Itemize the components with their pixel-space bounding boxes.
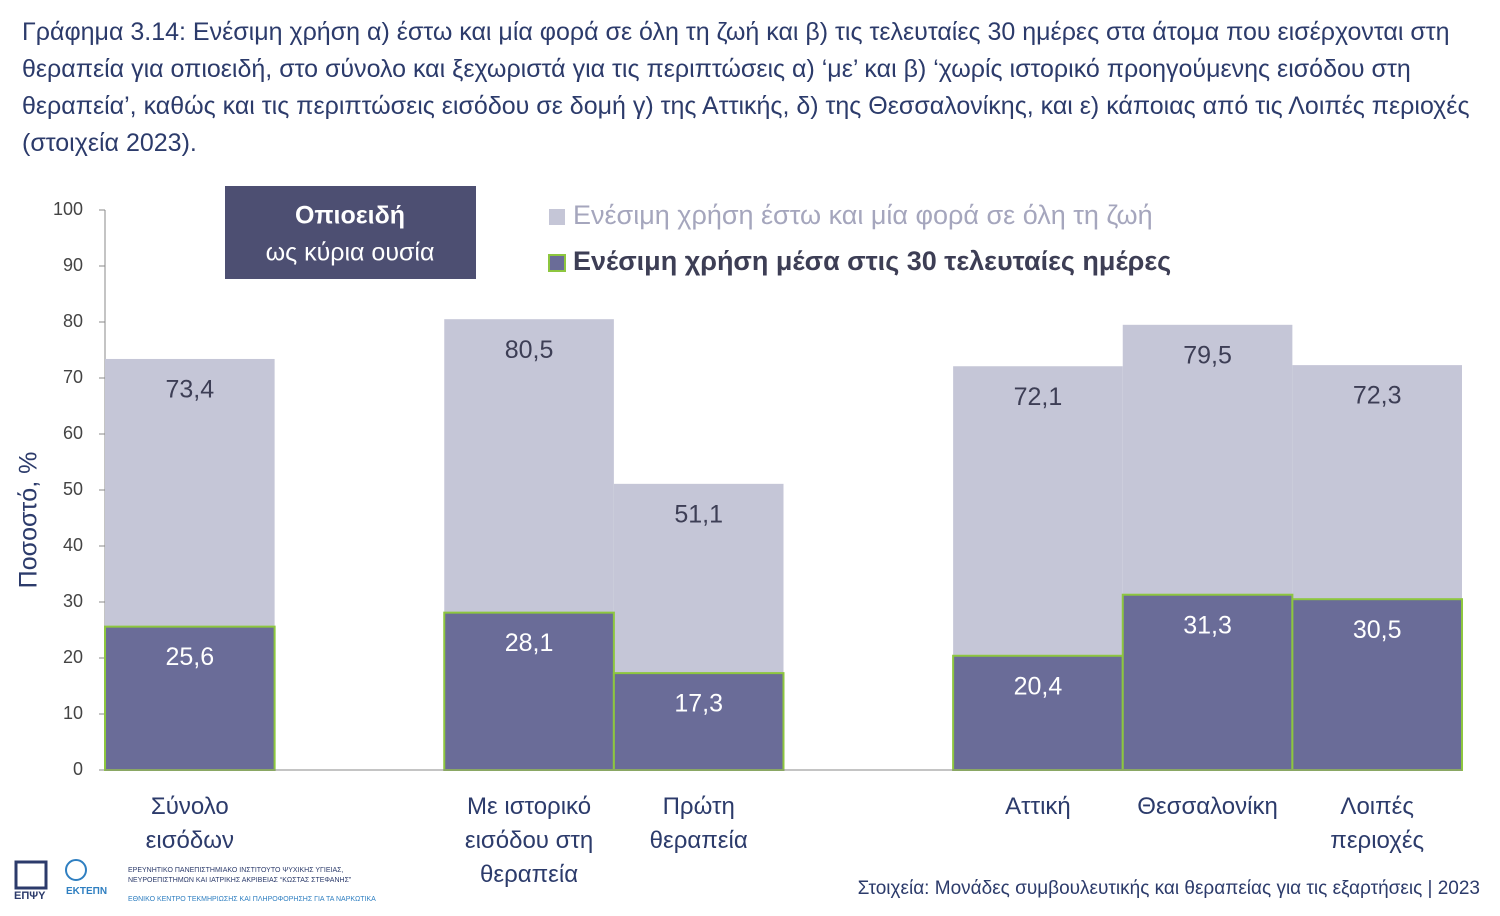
value-label: 72,3 [1353,382,1402,410]
y-tick-label: 20 [63,647,83,667]
value-label: 80,5 [505,336,554,364]
value-label: 17,3 [674,690,723,718]
legend-marker [548,254,566,272]
bar [104,625,276,772]
x-tick-label: Σύνολο εισόδων [145,793,234,854]
y-tick-label: 60 [63,423,83,443]
y-tick-label: 70 [63,367,83,387]
x-tick-label: Πρώτη θεραπεία [649,793,748,854]
y-tick-label: 40 [63,535,83,555]
x-tick-label: Λοιπές περιοχές [1330,793,1425,854]
y-tick-label: 90 [63,255,83,275]
bar [612,672,785,771]
value-label: 72,1 [1014,383,1063,411]
legend-marker [549,209,565,225]
centre: ΕΘΝΙΚΟ ΚΕΝΤΡΟ ΤΕΚΜΗΡΙΩΣΗΣ ΚΑΙ ΠΛΗΡΟΦΟΡΗΣ… [128,896,376,903]
value-label: 31,3 [1183,611,1232,639]
source: Στοιχεία: Μονάδες συμβουλευτικής και θερ… [857,878,1480,899]
x-tick-label: Αττική [1005,793,1071,820]
x-tick-label: Θεσσαλονίκη [1137,793,1278,820]
logo-text: ΕΚΤΕΠΝ [66,886,108,897]
annotation-box [225,186,476,279]
value-label: 25,6 [165,643,214,671]
logo-icons [14,859,87,890]
value-label: 73,4 [165,376,214,404]
annotation: ως κύρια ουσία [266,239,435,267]
legend-label: Ενέσιμη χρήση έστω και μία φορά σε όλη τ… [573,200,1153,230]
value-label: 79,5 [1183,341,1232,369]
value-label: 28,1 [505,629,554,657]
bar [1121,593,1294,771]
value-label: 20,4 [1014,672,1063,700]
chart-title: Γράφημα 3.14: Ενέσιμη χρήση α) έστω και … [22,18,1470,157]
logo-text: ΕΠΨΥ [14,890,46,902]
y-tick-label: 0 [73,759,83,779]
y-tick-label: 50 [63,479,83,499]
bar [1291,598,1463,772]
x-tick-label: Με ιστορικό εισόδου στη θεραπεία [464,793,594,888]
y-tick-label: 30 [63,591,83,611]
y-axis-label: Ποσοστό, % [15,452,43,589]
y-tick-label: 80 [63,311,83,331]
y-tick-label: 10 [63,703,83,723]
y-tick-label: 100 [53,199,83,219]
value-label: 51,1 [674,500,723,528]
bar [443,611,615,772]
annotation: Οπιοειδή [295,202,405,230]
institute: ΕΡΕΥΝΗΤΙΚΟ ΠΑΝΕΠΙΣΤΗΜΙΑΚΟ ΙΝΣΤΙΤΟΥΤΟ ΨΥΧ… [128,867,352,884]
bar [952,654,1124,772]
value-label: 30,5 [1353,616,1402,644]
legend-label: Ενέσιμη χρήση μέσα στις 30 τελευταίες ημ… [573,246,1171,276]
